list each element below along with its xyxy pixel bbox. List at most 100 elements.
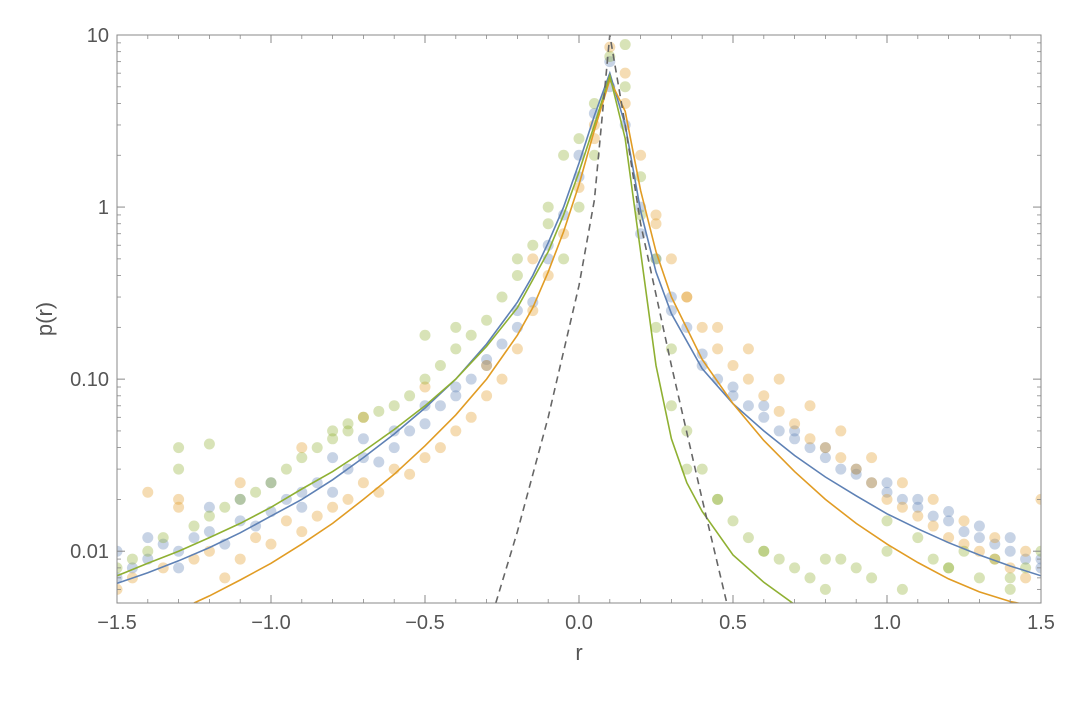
scatter-point <box>758 411 770 423</box>
x-axis-label: r <box>575 640 582 665</box>
scatter-point <box>943 562 955 574</box>
plot-marks <box>117 35 1041 603</box>
reference-dashed-line <box>495 35 728 603</box>
scatter-point <box>789 562 801 574</box>
scatter-point <box>773 425 785 437</box>
scatter-point <box>296 526 308 538</box>
scatter-point <box>712 321 724 333</box>
scatter-point <box>265 538 277 550</box>
scatter-point <box>419 381 431 393</box>
y-tick-label: 10 <box>87 25 109 47</box>
scatter-point <box>126 553 138 565</box>
scatter-point <box>758 390 770 402</box>
scatter-point <box>388 400 400 412</box>
scatter-point <box>357 477 369 489</box>
scatter-point <box>789 433 801 445</box>
scatter-point <box>388 463 400 475</box>
scatter-point <box>742 373 754 385</box>
scatter-point <box>188 553 200 565</box>
scatter-point <box>665 253 677 265</box>
scatter-point <box>850 463 862 475</box>
scatter-point <box>927 520 939 532</box>
scatter-point <box>511 305 523 317</box>
scatter-point <box>819 442 831 454</box>
scatter-point <box>173 442 185 454</box>
scatter-point <box>958 538 970 550</box>
scatter-point <box>819 452 831 464</box>
scatter-point <box>342 425 354 437</box>
scatter-point <box>434 360 446 372</box>
scatter-point <box>388 442 400 454</box>
scatter-point <box>234 477 246 489</box>
scatter-point <box>373 456 385 468</box>
scatter-point <box>496 291 508 303</box>
scatter-point <box>450 425 462 437</box>
scatter-point <box>234 515 246 527</box>
scatter-point <box>742 400 754 412</box>
scatter-point <box>1020 545 1032 557</box>
scatter-point <box>327 425 339 437</box>
scatter-point <box>712 343 724 355</box>
scatter-point <box>927 493 939 505</box>
scatter-point <box>804 433 816 445</box>
scatter-point <box>357 411 369 423</box>
y-axis-label: p(r) <box>32 302 57 336</box>
scatter-point <box>881 545 893 557</box>
plot-frame <box>116 34 1042 604</box>
scatter-point <box>311 477 323 489</box>
scatter-point <box>635 149 647 161</box>
scatter-point <box>835 452 847 464</box>
scatter-point <box>419 418 431 430</box>
scatter-point <box>173 493 185 505</box>
scatter-point <box>142 545 154 557</box>
scatter-point <box>896 477 908 489</box>
scatter-point <box>234 493 246 505</box>
scatter-point <box>619 39 631 51</box>
scatter-point <box>404 390 416 402</box>
scatter-point <box>958 526 970 538</box>
scatter-point <box>465 411 477 423</box>
scatter-point <box>943 506 955 518</box>
scatter-point <box>173 562 185 574</box>
scatter-point <box>296 501 308 513</box>
scatter-point <box>265 477 277 489</box>
scatter-point <box>481 360 493 372</box>
scatter-point <box>250 486 262 498</box>
scatter-point <box>219 572 231 584</box>
scatter-point <box>912 501 924 513</box>
y-tick-label: 1 <box>98 197 109 219</box>
scatter-point <box>635 209 647 221</box>
scatter-point <box>588 149 600 161</box>
scatter-point <box>219 501 231 513</box>
scatter-point <box>373 486 385 498</box>
scatter-point <box>496 338 508 350</box>
x-tick-label: −1.5 <box>97 612 136 634</box>
scatter-point <box>188 532 200 544</box>
scatter-point <box>681 291 693 303</box>
scatter-point <box>912 493 924 505</box>
x-tick-label: −1.0 <box>251 612 290 634</box>
scatter-point <box>650 209 662 221</box>
scatter-point <box>296 452 308 464</box>
scatter-point <box>203 510 215 522</box>
scatter-point <box>311 510 323 522</box>
scatter-point <box>696 348 708 360</box>
scatter-point <box>896 501 908 513</box>
x-tick-label: 0.5 <box>719 612 747 634</box>
scatter-point <box>465 373 477 385</box>
scatter-point <box>203 438 215 450</box>
scatter-point <box>927 510 939 522</box>
scatter-point <box>434 400 446 412</box>
scatter-point <box>696 321 708 333</box>
scatter-point <box>681 291 693 303</box>
fit-curve <box>193 77 1022 603</box>
fit-curve <box>117 70 1041 585</box>
scatter-point <box>866 572 878 584</box>
scatter-point <box>296 442 308 454</box>
scatter-point <box>804 442 816 454</box>
x-tick-label: 1.0 <box>873 612 901 634</box>
scatter-point <box>527 239 539 251</box>
scatter-point <box>142 486 154 498</box>
scatter-point <box>173 463 185 475</box>
